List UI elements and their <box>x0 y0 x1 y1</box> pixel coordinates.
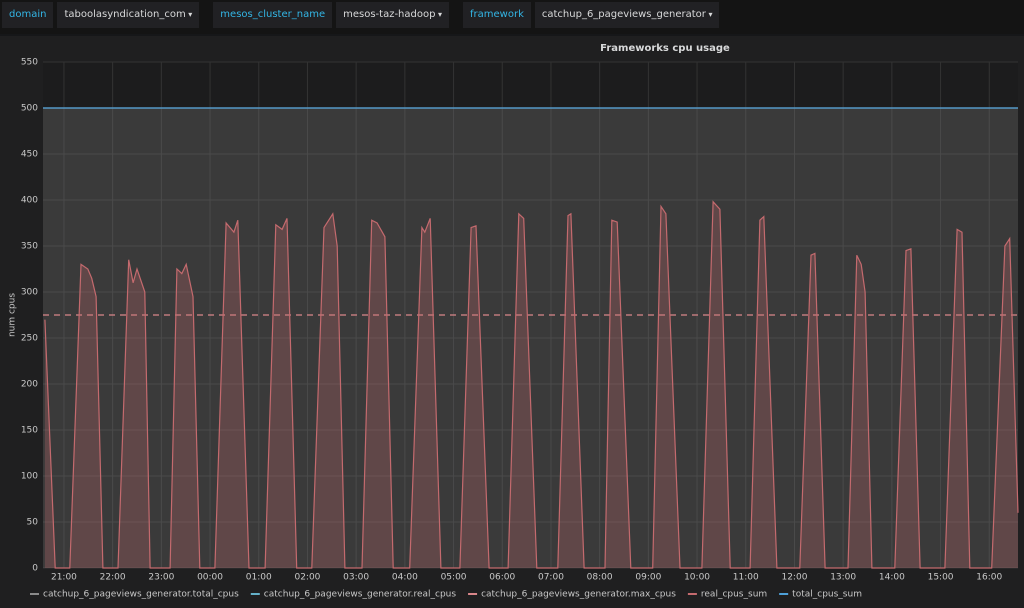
variable-dropdown[interactable]: mesos-taz-hadoop <box>336 2 450 28</box>
y-tick-label: 50 <box>27 518 39 528</box>
y-tick-label: 0 <box>32 564 38 574</box>
y-tick-label: 350 <box>21 242 38 252</box>
legend-swatch <box>30 593 39 595</box>
legend-swatch <box>250 593 260 595</box>
legend-label: catchup_6_pageviews_generator.real_cpus <box>264 590 457 600</box>
line <box>44 200 1019 569</box>
y-tick-label: 450 <box>21 150 38 160</box>
x-tick-label: 06:00 <box>489 573 515 583</box>
y-tick-label: 400 <box>21 196 38 206</box>
variable-label: mesos_cluster_name <box>213 2 333 28</box>
y-tick-label: 300 <box>21 288 38 298</box>
legend-label: catchup_6_pageviews_generator.total_cpus <box>43 590 239 600</box>
legend-label: catchup_6_pageviews_generator.max_cpus <box>481 590 676 600</box>
x-tick-label: 12:00 <box>781 573 807 583</box>
y-tick-label: 500 <box>21 104 38 114</box>
variable-dropdown[interactable]: catchup_6_pageviews_generator <box>534 2 720 28</box>
y-tick-label: 150 <box>21 426 38 436</box>
legend-swatch <box>687 593 697 595</box>
x-tick-label: 10:00 <box>684 573 710 583</box>
y-tick-label: 250 <box>21 334 38 344</box>
x-tick-label: 05:00 <box>441 573 467 583</box>
y-tick-label: 100 <box>21 472 38 482</box>
legend-label: total_cpus_sum <box>792 590 862 600</box>
x-tick-label: 21:00 <box>51 573 77 583</box>
x-tick-label: 23:00 <box>148 573 174 583</box>
x-tick-label: 04:00 <box>392 573 418 583</box>
x-tick-label: 16:00 <box>976 573 1002 583</box>
x-tick-label: 13:00 <box>830 573 856 583</box>
x-tick-label: 07:00 <box>538 573 564 583</box>
x-tick-label: 08:00 <box>587 573 613 583</box>
legend-swatch <box>468 593 478 595</box>
x-tick-label: 14:00 <box>879 573 905 583</box>
x-tick-label: 09:00 <box>635 573 661 583</box>
x-tick-label: 03:00 <box>343 573 369 583</box>
x-tick-label: 11:00 <box>733 573 759 583</box>
x-tick-label: 00:00 <box>197 573 223 583</box>
y-axis-label: num cpus <box>8 293 18 337</box>
x-tick-label: 01:00 <box>246 573 272 583</box>
legend-swatch <box>779 593 789 595</box>
y-tick-label: 200 <box>21 380 38 390</box>
variable-label: domain <box>2 2 54 28</box>
x-tick-label: 15:00 <box>928 573 954 583</box>
variable-dropdown[interactable]: taboolasyndication_com <box>57 2 200 28</box>
x-tick-label: 22:00 <box>100 573 126 583</box>
variable-label: framework <box>463 2 531 28</box>
y-tick-label: 550 <box>21 58 38 68</box>
x-tick-label: 02:00 <box>294 573 320 583</box>
area <box>44 201 1018 569</box>
legend-label: real_cpus_sum <box>701 590 767 600</box>
chart-title: Frameworks cpu usage <box>600 43 730 54</box>
